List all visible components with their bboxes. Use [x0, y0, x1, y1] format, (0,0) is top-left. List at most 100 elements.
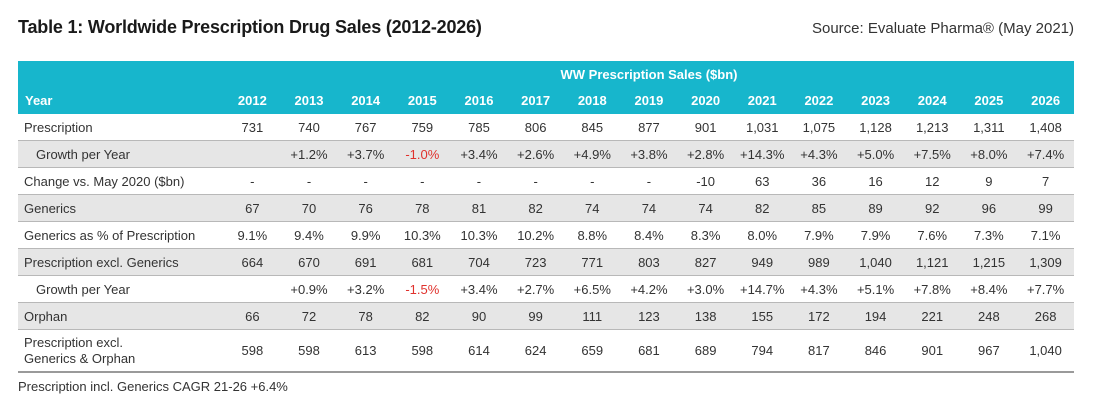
table-cell: -: [450, 167, 508, 195]
table-cell: 598: [280, 329, 338, 373]
table-cell: 827: [677, 248, 734, 276]
table-cell: 1,215: [960, 248, 1018, 276]
table-cell: 82: [507, 194, 564, 222]
table-cell: -: [620, 167, 678, 195]
table-cell: +3.4%: [450, 275, 508, 303]
table-cell: +4.3%: [790, 140, 848, 168]
year-header-2015: 2015: [393, 87, 451, 114]
table-cell: +6.5%: [563, 275, 621, 303]
table-cell: 99: [1017, 194, 1074, 222]
table-cell: 12: [903, 167, 961, 195]
table-cell: 989: [790, 248, 848, 276]
table-cell: 7.9%: [790, 221, 848, 249]
table-cell: +7.7%: [1017, 275, 1074, 303]
table-cell: 74: [677, 194, 734, 222]
table-cell: +5.0%: [847, 140, 904, 168]
table-cell: 66: [224, 302, 281, 330]
table-cell: 82: [733, 194, 791, 222]
row-label: Prescription: [18, 114, 225, 141]
table-cell: 1,309: [1017, 248, 1074, 276]
table-cell: -: [224, 167, 281, 195]
table-cell: 845: [563, 114, 621, 141]
table-cell: 681: [393, 248, 451, 276]
table-cell: 1,311: [960, 114, 1018, 141]
table-cell: 1,075: [790, 114, 848, 141]
table-row: Prescription excl. Generics 664 670 691 681 7…: [18, 248, 1074, 276]
table-cell: +2.8%: [677, 140, 734, 168]
table-cell: 248: [960, 302, 1018, 330]
table-cell: 759: [393, 114, 451, 141]
table-cell: 670: [280, 248, 338, 276]
sales-table: WW Prescription Sales ($bn) Year 2012 201…: [18, 61, 1074, 373]
year-header-2012: 2012: [224, 87, 281, 114]
table-cell: 78: [393, 194, 451, 222]
year-header-2017: 2017: [507, 87, 564, 114]
table-cell: 723: [507, 248, 564, 276]
table-cell: 9: [960, 167, 1018, 195]
table-cell: 221: [903, 302, 961, 330]
table-cell: 1,040: [847, 248, 904, 276]
table-cell: 613: [337, 329, 394, 373]
row-label: Generics as % of Prescription: [18, 221, 225, 249]
table-cell: 9.1%: [224, 221, 281, 249]
table-cell: 8.4%: [620, 221, 678, 249]
row-label: Change vs. May 2020 ($bn): [18, 167, 225, 195]
table-cell: 704: [450, 248, 508, 276]
table-cell: 949: [733, 248, 791, 276]
table-body: Prescription 731 740 767 759 785 806 845 877 901 1…: [18, 114, 1074, 373]
table-cell: 806: [507, 114, 564, 141]
table-cell: 74: [563, 194, 621, 222]
table-cell: 92: [903, 194, 961, 222]
table-cell: 99: [507, 302, 564, 330]
table-cell: 123: [620, 302, 678, 330]
row-label: Generics: [18, 194, 225, 222]
table-cell: 740: [280, 114, 338, 141]
table-cell: 82: [393, 302, 451, 330]
year-header-2013: 2013: [280, 87, 338, 114]
table-cell: 7.9%: [847, 221, 904, 249]
table-cell: 10.3%: [393, 221, 451, 249]
table-cell: 1,121: [903, 248, 961, 276]
table-cell: 8.8%: [563, 221, 621, 249]
year-header-2018: 2018: [563, 87, 621, 114]
table-cell: 7.1%: [1017, 221, 1074, 249]
table-cell: 268: [1017, 302, 1074, 330]
table-cell: +8.4%: [960, 275, 1018, 303]
row-label: Growth per Year: [18, 275, 225, 303]
table-cell: +2.7%: [507, 275, 564, 303]
table-cell: 9.9%: [337, 221, 394, 249]
table-cell: +5.1%: [847, 275, 904, 303]
table-cell: +3.2%: [337, 275, 394, 303]
table-cell: 1,128: [847, 114, 904, 141]
year-header-2023: 2023: [847, 87, 904, 114]
row-label: Prescription excl. Generics: [18, 248, 225, 276]
table-cell: 16: [847, 167, 904, 195]
footnote: Prescription incl. Generics CAGR 21-26 +…: [18, 379, 288, 394]
table-cell: [224, 140, 281, 168]
table-cell: 72: [280, 302, 338, 330]
table-cell: 817: [790, 329, 848, 373]
table-cell: 1,040: [1017, 329, 1074, 373]
table-cell: 7: [1017, 167, 1074, 195]
table-cell: -10: [677, 167, 734, 195]
table-cell: 664: [224, 248, 281, 276]
table-cell: 90: [450, 302, 508, 330]
table-row: Orphan 66 72 78 82 90 99 111 123 138 155 172 194 221 2…: [18, 302, 1074, 330]
table-cell: 8.3%: [677, 221, 734, 249]
table-cell: 78: [337, 302, 394, 330]
table-cell: 1,213: [903, 114, 961, 141]
year-label: Year: [18, 87, 225, 114]
table-cell: -: [393, 167, 451, 195]
table-cell: 10.3%: [450, 221, 508, 249]
table-cell: +3.7%: [337, 140, 394, 168]
row-label: Growth per Year: [18, 140, 225, 168]
table-cell: 598: [224, 329, 281, 373]
table-cell: 614: [450, 329, 508, 373]
table-cell: 76: [337, 194, 394, 222]
table-cell: 8.0%: [733, 221, 791, 249]
group-header-row: WW Prescription Sales ($bn): [18, 61, 1074, 87]
table-cell: 767: [337, 114, 394, 141]
table-cell: 9.4%: [280, 221, 338, 249]
year-header-2014: 2014: [337, 87, 394, 114]
table-cell: 85: [790, 194, 848, 222]
